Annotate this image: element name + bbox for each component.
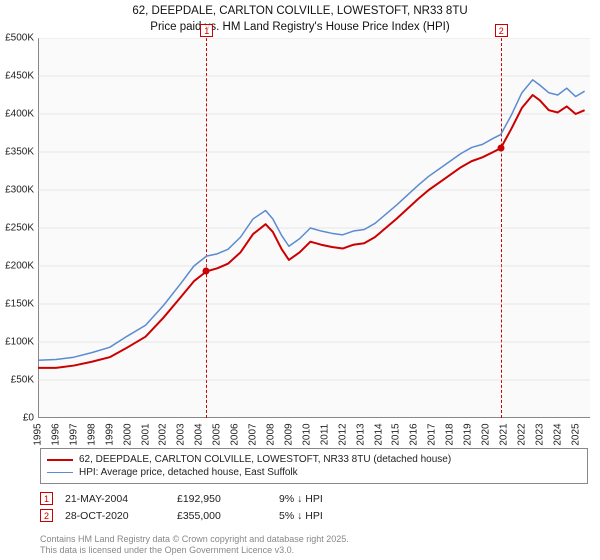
legend-row: HPI: Average price, detached house, East…	[47, 466, 581, 479]
sale-row-marker: 2	[40, 509, 53, 522]
sales-table: 1 21-MAY-2004 £192,950 9% ↓ HPI 2 28-OCT-2020…	[40, 490, 588, 524]
sale-diff: 9% ↓ HPI	[279, 493, 359, 505]
x-tick-label: 2001	[140, 420, 151, 450]
legend: 62, DEEPDALE, CARLTON COLVILLE, LOWESTOF…	[40, 448, 588, 484]
x-tick-label: 1997	[68, 420, 79, 450]
sale-marker-box: 2	[495, 24, 508, 37]
sale-price: £355,000	[177, 510, 267, 522]
sale-price: £192,950	[177, 493, 267, 505]
x-tick-label: 2007	[248, 420, 259, 450]
sale-row: 2 28-OCT-2020 £355,000 5% ↓ HPI	[40, 507, 588, 524]
legend-label: 62, DEEPDALE, CARLTON COLVILLE, LOWESTOF…	[79, 454, 451, 465]
series-price_paid	[38, 95, 585, 368]
x-tick-label: 2004	[194, 420, 205, 450]
y-tick-label: £50K	[0, 375, 34, 386]
title-line-1: 62, DEEPDALE, CARLTON COLVILLE, LOWESTOF…	[0, 4, 600, 20]
sale-diff: 5% ↓ HPI	[279, 510, 359, 522]
legend-row: 62, DEEPDALE, CARLTON COLVILLE, LOWESTOF…	[47, 453, 581, 466]
footer: Contains HM Land Registry data © Crown c…	[40, 534, 349, 556]
x-tick-label: 2002	[158, 420, 169, 450]
x-tick-label: 2011	[319, 420, 330, 450]
y-tick-label: £250K	[0, 223, 34, 234]
chart-title: 62, DEEPDALE, CARLTON COLVILLE, LOWESTOF…	[0, 0, 600, 41]
x-tick-label: 1999	[104, 420, 115, 450]
y-tick-label: £400K	[0, 109, 34, 120]
x-tick-label: 2017	[427, 420, 438, 450]
sale-date: 28-OCT-2020	[65, 510, 165, 522]
series-hpi	[38, 80, 585, 360]
x-tick-label: 1998	[86, 420, 97, 450]
sale-row-marker: 1	[40, 492, 53, 505]
sale-point-dot	[203, 268, 210, 275]
x-tick-label: 2009	[283, 420, 294, 450]
legend-swatch	[47, 459, 73, 461]
x-tick-label: 2006	[230, 420, 241, 450]
footer-line-2: This data is licensed under the Open Gov…	[40, 545, 349, 556]
x-tick-label: 2023	[534, 420, 545, 450]
y-tick-label: £100K	[0, 337, 34, 348]
x-tick-label: 2014	[373, 420, 384, 450]
y-tick-label: £150K	[0, 299, 34, 310]
y-tick-label: £300K	[0, 185, 34, 196]
footer-line-1: Contains HM Land Registry data © Crown c…	[40, 534, 349, 545]
sale-marker-box: 1	[200, 24, 213, 37]
x-tick-label: 2018	[445, 420, 456, 450]
sale-row: 1 21-MAY-2004 £192,950 9% ↓ HPI	[40, 490, 588, 507]
x-tick-label: 1995	[33, 420, 44, 450]
legend-label: HPI: Average price, detached house, East…	[79, 467, 298, 478]
x-tick-label: 2005	[212, 420, 223, 450]
legend-swatch	[47, 472, 73, 473]
x-tick-label: 1996	[50, 420, 61, 450]
x-tick-label: 2013	[355, 420, 366, 450]
y-tick-label: £450K	[0, 71, 34, 82]
title-line-2: Price paid vs. HM Land Registry's House …	[0, 20, 600, 36]
x-tick-label: 2024	[552, 420, 563, 450]
x-tick-label: 2021	[498, 420, 509, 450]
sale-date: 21-MAY-2004	[65, 493, 165, 505]
x-tick-label: 2008	[265, 420, 276, 450]
sale-point-dot	[497, 145, 504, 152]
x-tick-label: 2003	[176, 420, 187, 450]
x-tick-label: 2012	[337, 420, 348, 450]
chart-area: £0£50K£100K£150K£200K£250K£300K£350K£400…	[38, 38, 590, 418]
x-tick-label: 2010	[301, 420, 312, 450]
x-tick-label: 2022	[516, 420, 527, 450]
x-tick-label: 2000	[122, 420, 133, 450]
x-tick-label: 2025	[570, 420, 581, 450]
x-tick-label: 2020	[481, 420, 492, 450]
x-tick-label: 2016	[409, 420, 420, 450]
plot-svg	[38, 38, 590, 418]
x-tick-label: 2019	[463, 420, 474, 450]
x-tick-label: 2015	[391, 420, 402, 450]
y-tick-label: £0	[0, 413, 34, 424]
y-tick-label: £500K	[0, 33, 34, 44]
y-tick-label: £200K	[0, 261, 34, 272]
y-tick-label: £350K	[0, 147, 34, 158]
